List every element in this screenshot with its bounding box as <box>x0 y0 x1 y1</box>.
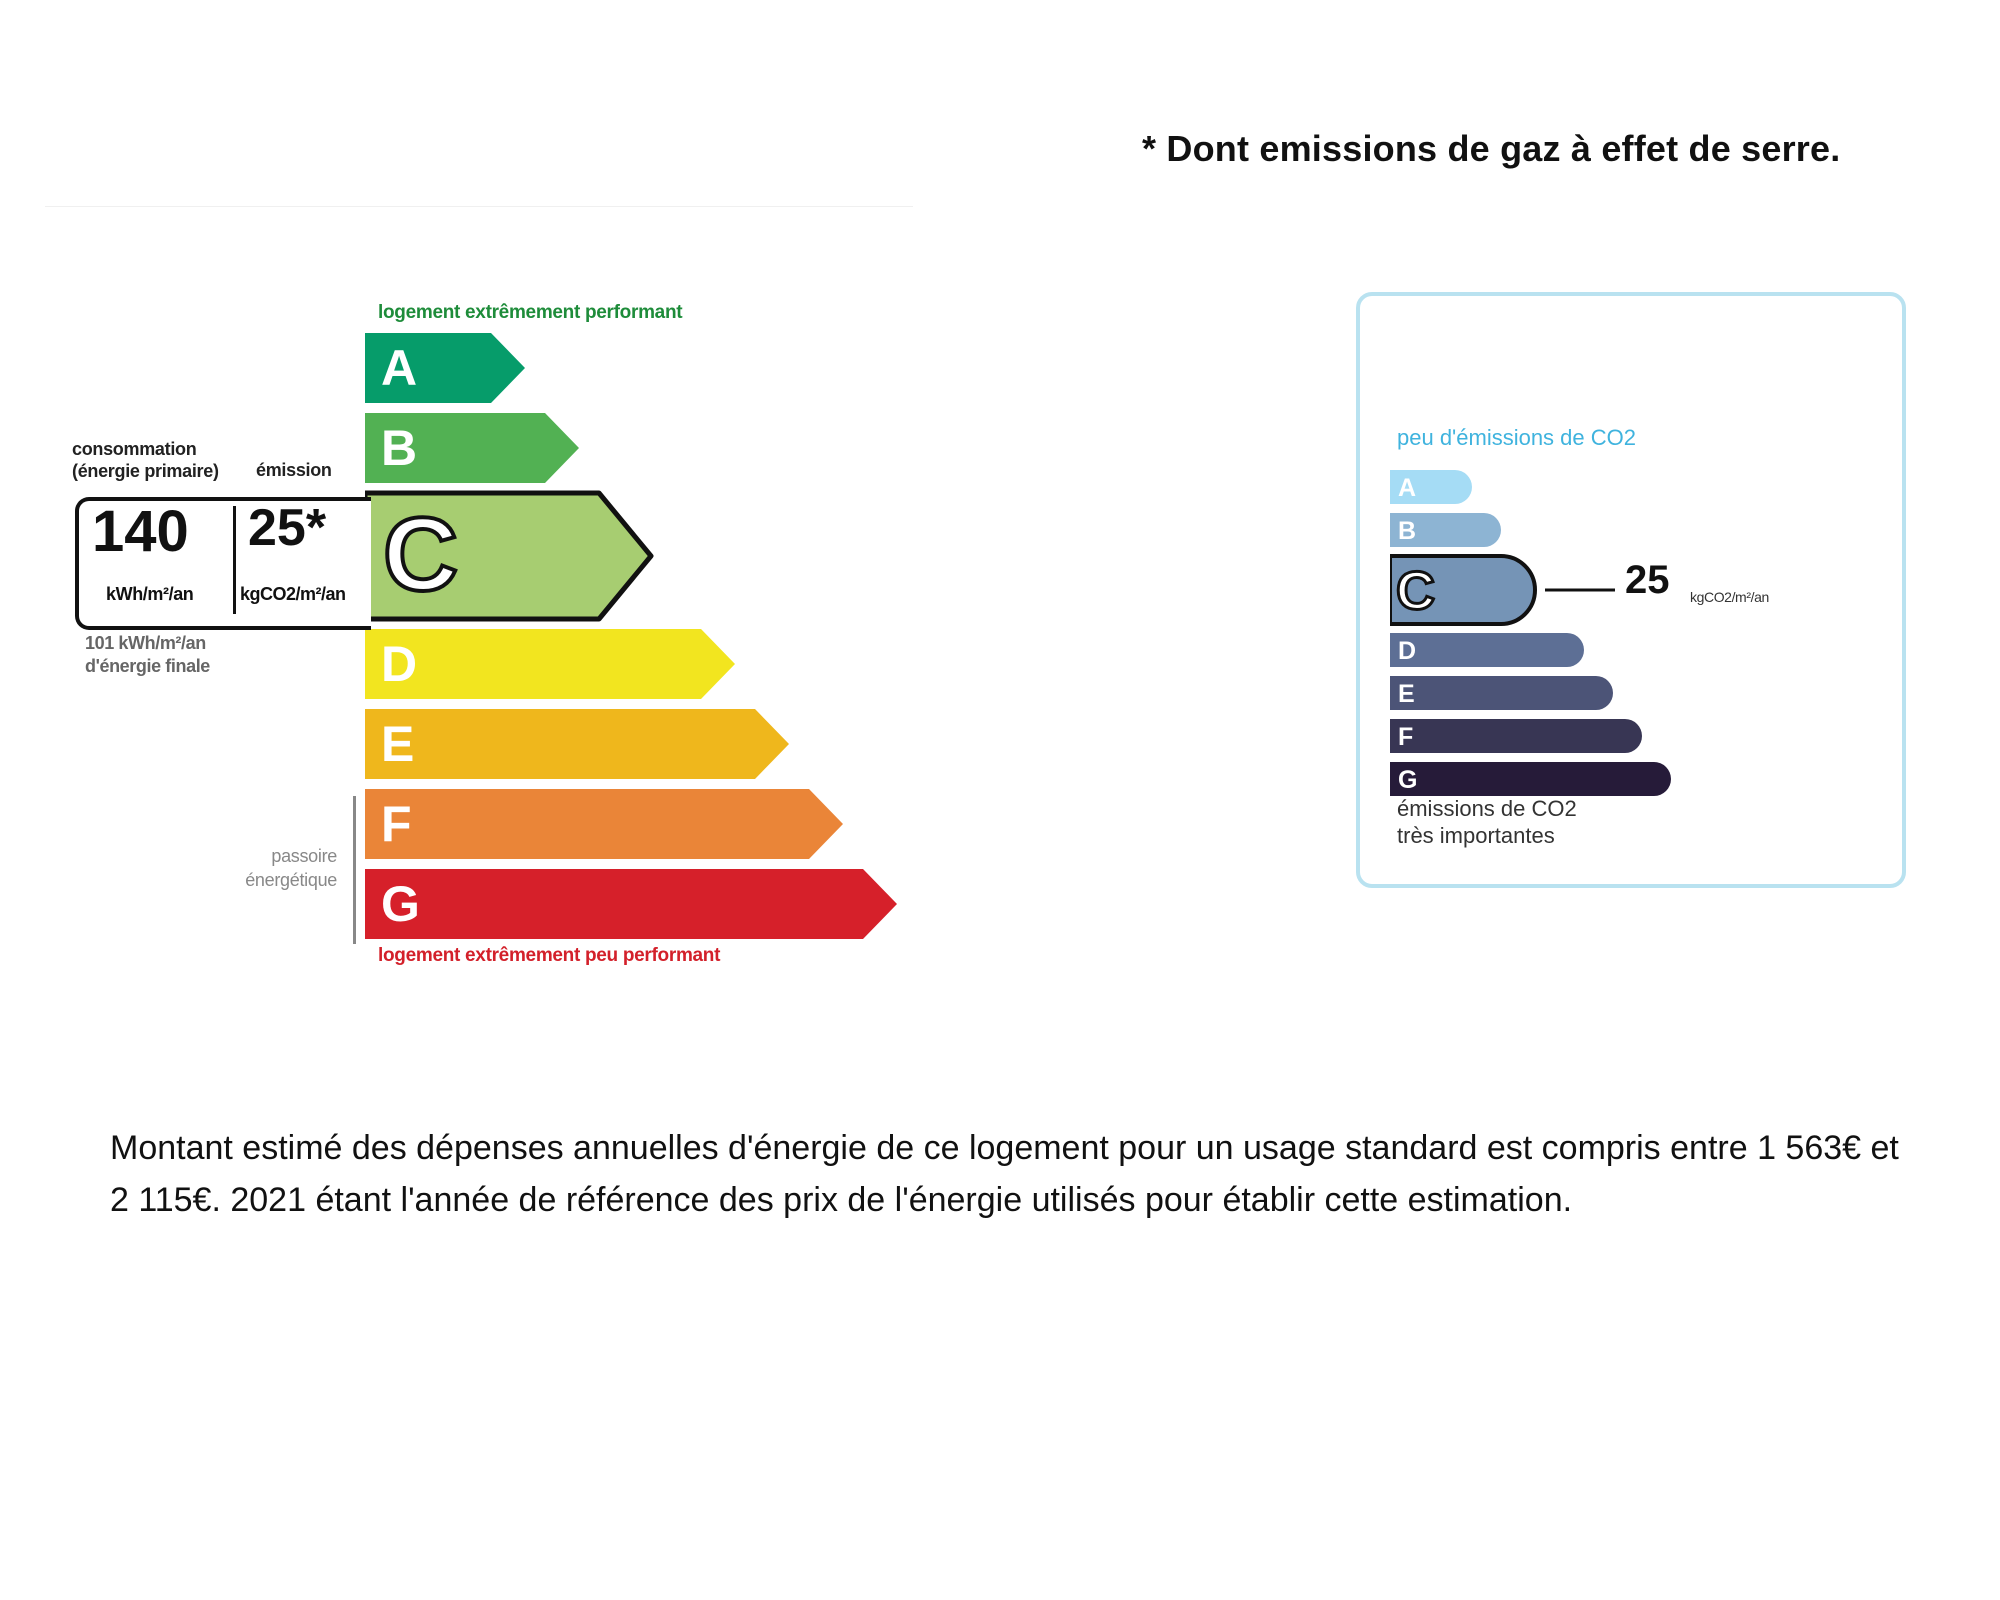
energy-class-a-arrow <box>365 333 525 403</box>
emission-value: 25* <box>248 499 327 557</box>
passoire-bracket <box>353 796 356 944</box>
energy-class-c-letter: C <box>383 497 458 613</box>
co2-top-label: peu d'émissions de CO2 <box>1397 425 1636 450</box>
energy-class-a-letter: A <box>381 340 417 396</box>
co2-class-g-letter: G <box>1398 766 1417 794</box>
greenhouse-gas-note: * Dont emissions de gaz à effet de serre… <box>1142 128 1841 169</box>
final-energy: 101 kWh/m²/an d'énergie finale <box>85 632 210 678</box>
dpe-bottom-label: logement extrêmement peu performant <box>378 945 721 966</box>
co2-class-a-letter: A <box>1398 474 1416 502</box>
co2-class-f-bar <box>1390 719 1642 753</box>
co2-bottom-label-line2: très importantes <box>1397 823 1555 848</box>
energy-class-d-arrow <box>365 629 735 699</box>
passoire-label: passoire énergétique <box>195 844 337 892</box>
passoire-label-line2: énergétique <box>245 870 337 890</box>
energy-class-e-arrow <box>365 709 789 779</box>
consumption-title: consommation (énergie primaire) <box>72 438 219 482</box>
co2-bottom-label-line1: émissions de CO2 <box>1397 796 1577 821</box>
energy-class-g-arrow <box>365 869 897 939</box>
co2-unit: kgCO2/m²/an <box>1690 589 1769 605</box>
divider <box>45 206 913 207</box>
co2-class-c-letter: C <box>1396 561 1435 621</box>
co2-class-d-bar <box>1390 633 1584 667</box>
energy-class-e-letter: E <box>381 716 414 772</box>
value-divider <box>233 506 236 614</box>
co2-class-d-letter: D <box>1398 637 1416 665</box>
emission-unit: kgCO2/m²/an <box>240 584 346 604</box>
co2-class-e-bar <box>1390 676 1613 710</box>
dpe-value-box <box>75 497 371 630</box>
consumption-title-line2: (énergie primaire) <box>72 461 219 481</box>
consumption-title-line1: consommation <box>72 439 197 459</box>
passoire-label-line1: passoire <box>271 846 337 866</box>
co2-class-e-letter: E <box>1398 680 1415 708</box>
co2-class-c-bar <box>1390 554 1537 626</box>
co2-class-a-bar <box>1390 470 1472 504</box>
energy-class-f-letter: F <box>381 796 412 852</box>
co2-bottom-label: émissions de CO2 très importantes <box>1397 795 1577 849</box>
co2-value: 25 <box>1625 558 1670 602</box>
energy-class-g-letter: G <box>381 876 420 932</box>
consumption-unit: kWh/m²/an <box>106 584 194 604</box>
co2-class-b-bar <box>1390 513 1501 547</box>
energy-class-f-arrow <box>365 789 843 859</box>
energy-class-b-letter: B <box>381 420 417 476</box>
energy-class-c-arrow <box>365 490 654 622</box>
final-energy-label: d'énergie finale <box>85 656 210 676</box>
energy-class-d-letter: D <box>381 636 417 692</box>
annual-cost-estimate: Montant estimé des dépenses annuelles d'… <box>110 1129 1899 1219</box>
co2-class-f-letter: F <box>1398 723 1413 751</box>
emission-title: émission <box>256 460 332 480</box>
dpe-top-label: logement extrêmement performant <box>378 302 683 323</box>
co2-class-b-letter: B <box>1398 517 1416 545</box>
co2-class-g-bar <box>1390 762 1671 796</box>
consumption-value: 140 <box>92 499 189 564</box>
final-energy-value: 101 kWh/m²/an <box>85 633 206 653</box>
energy-class-b-arrow <box>365 413 579 483</box>
